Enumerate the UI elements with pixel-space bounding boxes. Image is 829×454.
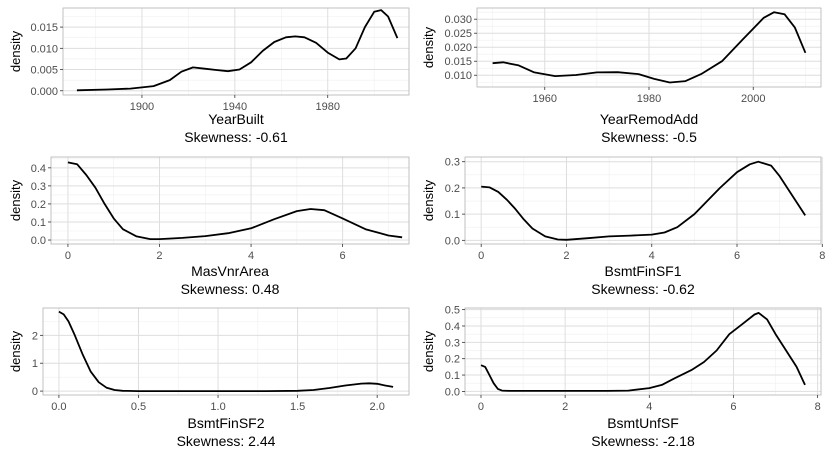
- x-tick-label: 6: [730, 401, 736, 413]
- x-axis-title: BsmtFinSF2: [187, 415, 264, 431]
- y-tick-label: 1: [32, 358, 38, 370]
- skewness-label: Skewness: 2.44: [177, 433, 276, 449]
- x-tick-label: 1980: [315, 101, 339, 113]
- skewness-label: Skewness: -0.5: [601, 129, 697, 145]
- x-tick-label: 1980: [637, 93, 661, 105]
- density-panel-6: 0 2 4 6 8 0.0 0.1 0.2 0.3 0.4 0.5 density BsmtUnfSF S…: [421, 305, 822, 449]
- x-tick-label: 2000: [741, 93, 765, 105]
- y-tick-label: 0.2: [31, 199, 46, 211]
- x-tick-label: 0.0: [51, 401, 66, 413]
- density-line: [76, 9, 399, 92]
- density-panel-1: 1900 1940 1980 0.000 0.005 0.010 0.015 density Y…: [8, 7, 410, 145]
- y-tick-label: 0.3: [445, 337, 460, 349]
- x-tick-label: 1.0: [210, 401, 225, 413]
- y-tick-label: 0.025: [444, 28, 472, 40]
- y-tick-label: 0.2: [445, 354, 460, 366]
- skewness-label: Skewness: 0.48: [181, 281, 280, 297]
- x-tick-label: 1900: [130, 101, 154, 113]
- y-tick-label: 0.020: [444, 42, 472, 54]
- y-axis-title: density: [8, 30, 23, 72]
- x-axis-title: MasVnrArea: [191, 263, 269, 279]
- x-tick-label: 0.5: [131, 401, 146, 413]
- y-tick-label: 0.030: [444, 14, 472, 26]
- y-tick-label: 0.4: [445, 321, 460, 333]
- y-tick-label: 0.015: [444, 56, 472, 68]
- y-tick-label: 0.1: [31, 217, 46, 229]
- x-tick-label: 8: [819, 250, 825, 262]
- y-tick-label: 0.005: [30, 65, 58, 77]
- density-line: [481, 160, 806, 241]
- y-tick-label: 0.0: [445, 235, 460, 247]
- y-tick-label: 0.3: [445, 157, 460, 169]
- x-tick-label: 0: [65, 250, 71, 262]
- x-axis-title: BsmtUnfSF: [607, 415, 679, 431]
- density-panel-5: 0.0 0.5 1.0 1.5 2.0 0 1 2 density BsmtFinSF2 Skewn…: [8, 307, 410, 449]
- y-tick-label: 0.010: [444, 70, 472, 82]
- panel-border: [50, 156, 410, 245]
- density-panel-4: 0 2 4 6 8 0.0 0.1 0.2 0.3 density BsmtFinSF1 Skewne…: [421, 156, 825, 297]
- density-line: [58, 310, 394, 392]
- y-tick-label: 0.4: [31, 163, 46, 175]
- x-tick-label: 2: [563, 250, 569, 262]
- skewness-label: Skewness: -0.62: [591, 281, 695, 297]
- panel-border: [464, 307, 822, 396]
- y-tick-label: 0.000: [30, 86, 58, 98]
- x-tick-label: 0: [478, 250, 484, 262]
- y-tick-label: 0.3: [31, 181, 46, 193]
- x-tick-label: 1960: [533, 93, 557, 105]
- x-tick-label: 6: [340, 250, 346, 262]
- x-tick-label: 4: [649, 250, 655, 262]
- density-panel-3: 0 2 4 6 0.0 0.1 0.2 0.3 0.4 density MasVnrArea Skew…: [8, 156, 410, 297]
- density-line: [492, 11, 807, 84]
- y-tick-label: 0.5: [445, 305, 460, 317]
- y-tick-label: 0.1: [445, 209, 460, 221]
- x-tick-label: 6: [734, 250, 740, 262]
- x-tick-label: 4: [248, 250, 254, 262]
- panel-border: [42, 307, 410, 396]
- x-axis-title: YearRemodAdd: [600, 111, 698, 127]
- x-tick-label: 1.5: [290, 401, 305, 413]
- y-axis-title: density: [421, 26, 436, 68]
- y-tick-label: 2: [32, 330, 38, 342]
- x-axis-title: YearBuilt: [208, 111, 264, 127]
- y-axis-title: density: [421, 179, 436, 221]
- x-axis-title: BsmtFinSF1: [604, 263, 681, 279]
- density-line: [67, 161, 403, 240]
- y-tick-label: 0.010: [30, 43, 58, 55]
- skewness-label: Skewness: -2.18: [591, 433, 695, 449]
- y-axis-title: density: [421, 330, 436, 372]
- panel-border: [62, 7, 410, 96]
- y-axis-title: density: [8, 330, 23, 372]
- density-panel-2: 1960 1980 2000 0.010 0.015 0.020 0.025 0.030 den…: [421, 7, 822, 145]
- x-tick-label: 1940: [223, 101, 247, 113]
- x-tick-label: 4: [646, 401, 652, 413]
- x-tick-label: 0: [478, 401, 484, 413]
- x-tick-label: 2.0: [370, 401, 385, 413]
- y-tick-label: 0: [32, 386, 38, 398]
- y-tick-label: 0.1: [445, 370, 460, 382]
- y-tick-label: 0.2: [445, 183, 460, 195]
- panel-border: [464, 156, 822, 245]
- y-tick-label: 0.0: [445, 386, 460, 398]
- density-line: [480, 312, 806, 392]
- skewness-label: Skewness: -0.61: [184, 129, 288, 145]
- y-tick-label: 0.0: [31, 235, 46, 247]
- y-tick-label: 0.015: [30, 22, 58, 34]
- x-tick-label: 2: [562, 401, 568, 413]
- x-tick-label: 2: [156, 250, 162, 262]
- y-axis-title: density: [8, 179, 23, 221]
- x-tick-label: 8: [815, 401, 821, 413]
